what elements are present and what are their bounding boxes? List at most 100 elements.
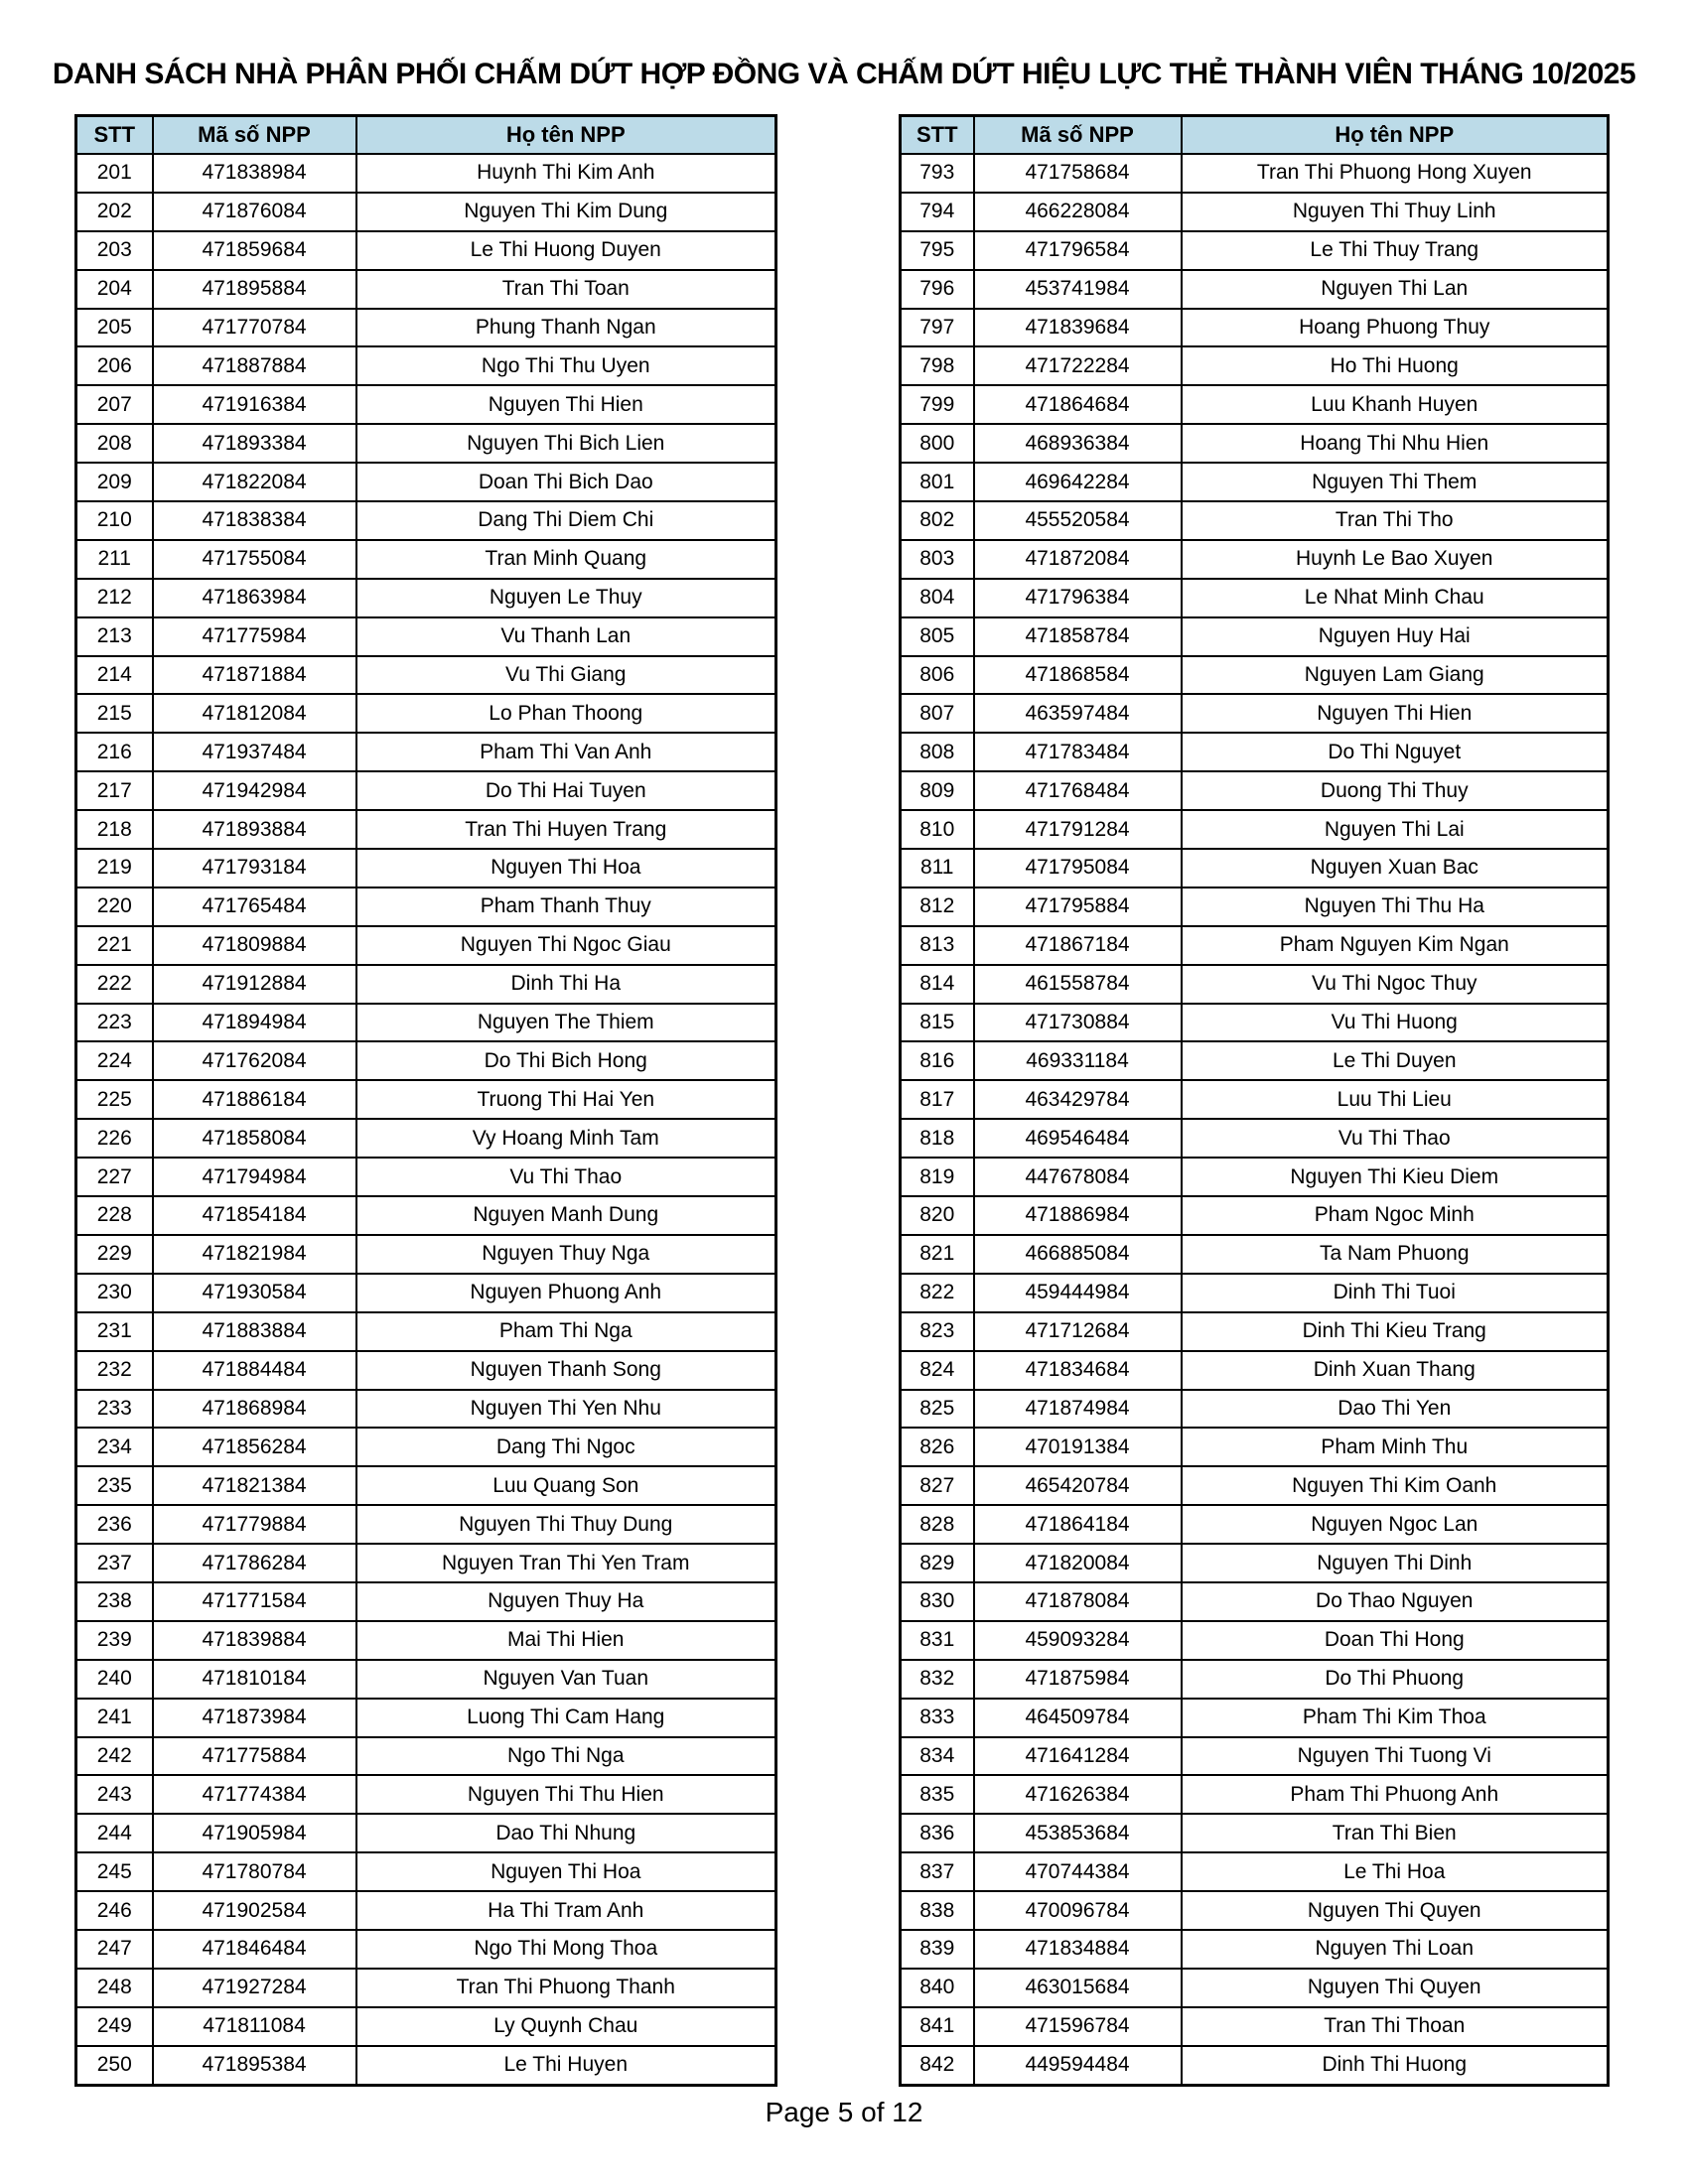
table-row: 819 447678084 Nguyen Thi Kieu Diem: [899, 1157, 1610, 1198]
table-row: 830 471878084 Do Thao Nguyen: [899, 1580, 1610, 1622]
npp-id-cell: 471730884: [972, 1002, 1183, 1043]
npp-name-cell: Do Thi Nguyet: [1180, 732, 1610, 773]
npp-id-cell: 463429784: [972, 1079, 1183, 1121]
npp-id-cell: 471838384: [151, 500, 357, 541]
npp-name-cell: Nguyen Manh Dung: [354, 1195, 777, 1236]
table-row: 220 471765484 Pham Thanh Thuy: [74, 886, 777, 927]
table-row: 235 471821384 Luu Quang Son: [74, 1465, 777, 1507]
table-row: 215 471812084 Lo Phan Thoong: [74, 693, 777, 735]
stt-cell: 797: [899, 307, 975, 348]
npp-id-cell: 469546484: [972, 1118, 1183, 1160]
npp-id-cell: 471876084: [151, 191, 357, 232]
stt-cell: 207: [74, 384, 154, 426]
stt-cell: 836: [899, 1813, 975, 1854]
stt-cell: 222: [74, 963, 154, 1005]
stt-cell: 820: [899, 1195, 975, 1236]
stt-cell: 810: [899, 809, 975, 851]
npp-id-cell: 463597484: [972, 693, 1183, 735]
table-row: 216 471937484 Pham Thi Van Anh: [74, 732, 777, 773]
npp-name-cell: Lo Phan Thoong: [354, 693, 777, 735]
table-row: 824 471834684 Dinh Xuan Thang: [899, 1349, 1610, 1391]
npp-name-cell: Nguyen Xuan Bac: [1180, 848, 1610, 888]
npp-name-cell: Le Thi Huyen: [354, 2044, 777, 2087]
stt-cell: 811: [899, 848, 975, 888]
npp-name-cell: Nguyen Thi Lai: [1180, 809, 1610, 851]
table-row: 214 471871884 Vu Thi Giang: [74, 654, 777, 696]
stt-cell: 838: [899, 1890, 975, 1931]
stt-cell: 821: [899, 1233, 975, 1275]
npp-id-cell: 471858784: [972, 615, 1183, 657]
npp-name-cell: Ta Nam Phuong: [1180, 1233, 1610, 1275]
npp-table-left: STT Mã số NPP Họ tên NPP 201 471838984 Huynh …: [74, 114, 777, 2087]
table-row: 839 471834884 Nguyen Thi Loan: [899, 1928, 1610, 1970]
npp-name-cell: Tran Thi Phuong Hong Xuyen: [1180, 153, 1610, 194]
npp-id-cell: 471895884: [151, 268, 357, 310]
npp-name-cell: Pham Thi Kim Thoa: [1180, 1697, 1610, 1738]
npp-id-cell: 465420784: [972, 1465, 1183, 1507]
npp-name-cell: Nguyen Thuy Ha: [354, 1580, 777, 1622]
table-row: 814 461558784 Vu Thi Ngoc Thuy: [899, 963, 1610, 1005]
table-row: 204 471895884 Tran Thi Toan: [74, 268, 777, 310]
npp-id-cell: 471768484: [972, 770, 1183, 812]
stt-cell: 802: [899, 500, 975, 541]
stt-cell: 225: [74, 1079, 154, 1121]
npp-name-cell: Ha Thi Tram Anh: [354, 1890, 777, 1931]
npp-name-cell: Tran Thi Phuong Thanh: [354, 1967, 777, 2008]
stt-cell: 837: [899, 1851, 975, 1893]
table-row: 821 466885084 Ta Nam Phuong: [899, 1233, 1610, 1275]
npp-id-cell: 471796384: [972, 577, 1183, 618]
npp-name-cell: Hoang Thi Nhu Hien: [1180, 423, 1610, 465]
table-row: 237 471786284 Nguyen Tran Thi Yen Tram: [74, 1543, 777, 1583]
npp-id-cell: 471883884: [151, 1310, 357, 1352]
table-row: 241 471873984 Luong Thi Cam Hang: [74, 1697, 777, 1738]
npp-name-cell: Nguyen Thi Hoa: [354, 1851, 777, 1893]
table-row: 808 471783484 Do Thi Nguyet: [899, 732, 1610, 773]
npp-name-cell: Pham Thanh Thuy: [354, 886, 777, 927]
npp-name-cell: Le Thi Duyen: [1180, 1040, 1610, 1082]
table-row: 798 471722284 Ho Thi Huong: [899, 345, 1610, 387]
table-row: 202 471876084 Nguyen Thi Kim Dung: [74, 191, 777, 232]
npp-id-cell: 471887884: [151, 345, 357, 387]
stt-cell: 803: [899, 538, 975, 580]
npp-id-cell: 471641284: [972, 1735, 1183, 1777]
npp-id-cell: 471626384: [972, 1774, 1183, 1816]
stt-cell: 208: [74, 423, 154, 465]
stt-cell: 210: [74, 500, 154, 541]
npp-id-cell: 471812084: [151, 693, 357, 735]
table-row: 233 471868984 Nguyen Thi Yen Nhu: [74, 1388, 777, 1430]
npp-name-cell: Nguyen Thi Tuong Vi: [1180, 1735, 1610, 1777]
npp-name-cell: Vu Thi Thao: [1180, 1118, 1610, 1160]
table-row: 793 471758684 Tran Thi Phuong Hong Xuyen: [899, 153, 1610, 194]
stt-cell: 245: [74, 1851, 154, 1893]
page-title: DANH SÁCH NHÀ PHÂN PHỐI CHẤM DỨT HỢP ĐỒN…: [52, 58, 1636, 90]
table-row: 239 471839884 Mai Thi Hien: [74, 1619, 777, 1661]
table-row: 231 471883884 Pham Thi Nga: [74, 1310, 777, 1352]
npp-name-cell: Luong Thi Cam Hang: [354, 1697, 777, 1738]
npp-name-cell: Le Nhat Minh Chau: [1180, 577, 1610, 618]
table-row: 820 471886984 Pham Ngoc Minh: [899, 1195, 1610, 1236]
npp-name-cell: Nguyen Thi Kim Oanh: [1180, 1465, 1610, 1507]
npp-id-cell: 459444984: [972, 1272, 1183, 1313]
npp-name-cell: Luu Quang Son: [354, 1465, 777, 1507]
npp-id-cell: 471868984: [151, 1388, 357, 1430]
npp-id-cell: 471839684: [972, 307, 1183, 348]
header-row: STT Mã số NPP Họ tên NPP: [899, 114, 1610, 155]
stt-cell: 219: [74, 848, 154, 888]
npp-id-cell: 470191384: [972, 1427, 1183, 1468]
stt-cell: 204: [74, 268, 154, 310]
table-row: 838 470096784 Nguyen Thi Quyen: [899, 1890, 1610, 1931]
stt-cell: 835: [899, 1774, 975, 1816]
stt-cell: 807: [899, 693, 975, 735]
stt-cell: 202: [74, 191, 154, 232]
npp-name-cell: Pham Thi Nga: [354, 1310, 777, 1352]
npp-name-cell: Nguyen Thi Hien: [354, 384, 777, 426]
table-row: 799 471864684 Luu Khanh Huyen: [899, 384, 1610, 426]
stt-cell: 809: [899, 770, 975, 812]
npp-name-cell: Nguyen Thi Thuy Dung: [354, 1504, 777, 1546]
npp-id-cell: 471755084: [151, 538, 357, 580]
header-row: STT Mã số NPP Họ tên NPP: [74, 114, 777, 155]
stt-cell: 795: [899, 229, 975, 271]
npp-name-cell: Nguyen Thi Dinh: [1180, 1543, 1610, 1583]
table-row: 238 471771584 Nguyen Thuy Ha: [74, 1580, 777, 1622]
